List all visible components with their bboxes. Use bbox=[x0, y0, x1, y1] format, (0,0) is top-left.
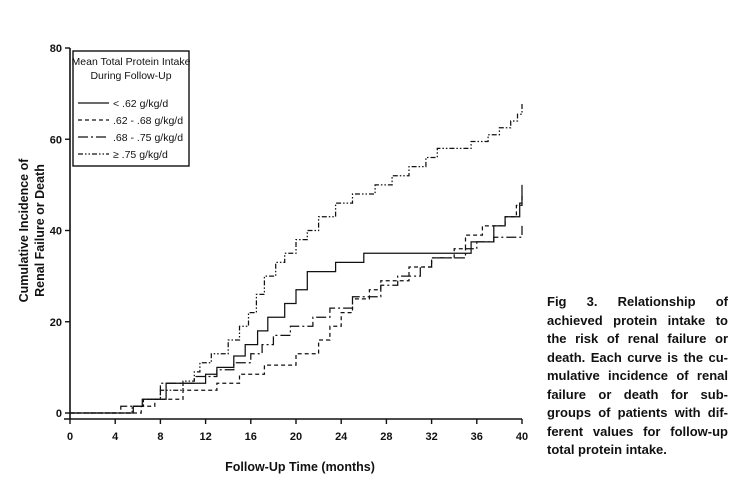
legend-entry: .68 - .75 g/kg/d bbox=[113, 132, 183, 144]
y-tick-label: 60 bbox=[50, 134, 62, 146]
series-line-1 bbox=[70, 184, 523, 414]
y-tick-label: 80 bbox=[50, 43, 62, 55]
x-tick-label: 28 bbox=[380, 431, 392, 443]
y-axis-title-line1: Cumulative Incidence of bbox=[17, 158, 31, 303]
x-tick-label: 36 bbox=[471, 431, 483, 443]
x-tick-label: 0 bbox=[67, 431, 73, 443]
x-tick-label: 24 bbox=[335, 431, 348, 443]
legend-entry: .62 - .68 g/kg/d bbox=[113, 115, 183, 127]
legend-entry: ≥ .75 g/kg/d bbox=[113, 149, 168, 161]
x-tick-label: 4 bbox=[112, 431, 119, 443]
x-tick-label: 20 bbox=[290, 431, 302, 443]
ticks: 0 4 8 12 16 20 24 28 32 36 40 0 20 40 60 80 bbox=[50, 43, 528, 443]
y-tick-label: 40 bbox=[50, 226, 62, 238]
x-tick-label: 12 bbox=[199, 431, 211, 443]
legend-box bbox=[72, 50, 190, 167]
x-tick-label: 40 bbox=[516, 431, 528, 443]
y-tick-label: 20 bbox=[50, 317, 62, 329]
axes bbox=[64, 48, 522, 420]
x-tick-label: 16 bbox=[245, 431, 257, 443]
legend-title-line1: Mean Total Protein Intake bbox=[72, 56, 191, 68]
legend-entry: < .62 g/kg/d bbox=[113, 98, 168, 110]
series-group bbox=[70, 102, 523, 414]
series-line-2 bbox=[70, 194, 523, 414]
x-tick-label: 8 bbox=[157, 431, 163, 443]
figure-caption: Fig 3. Relationship of achieved protein … bbox=[547, 294, 728, 457]
legend-title-line2: During Follow-Up bbox=[90, 70, 171, 82]
x-axis-title: Follow-Up Time (months) bbox=[225, 460, 375, 474]
legend: Mean Total Protein Intake During Follow-U… bbox=[72, 50, 191, 167]
series-line-3 bbox=[70, 225, 523, 414]
series-line-4 bbox=[70, 102, 523, 414]
x-tick-label: 32 bbox=[425, 431, 437, 443]
y-axis-title-line2: Renal Failure or Death bbox=[33, 164, 47, 297]
y-tick-label: 0 bbox=[56, 408, 62, 420]
